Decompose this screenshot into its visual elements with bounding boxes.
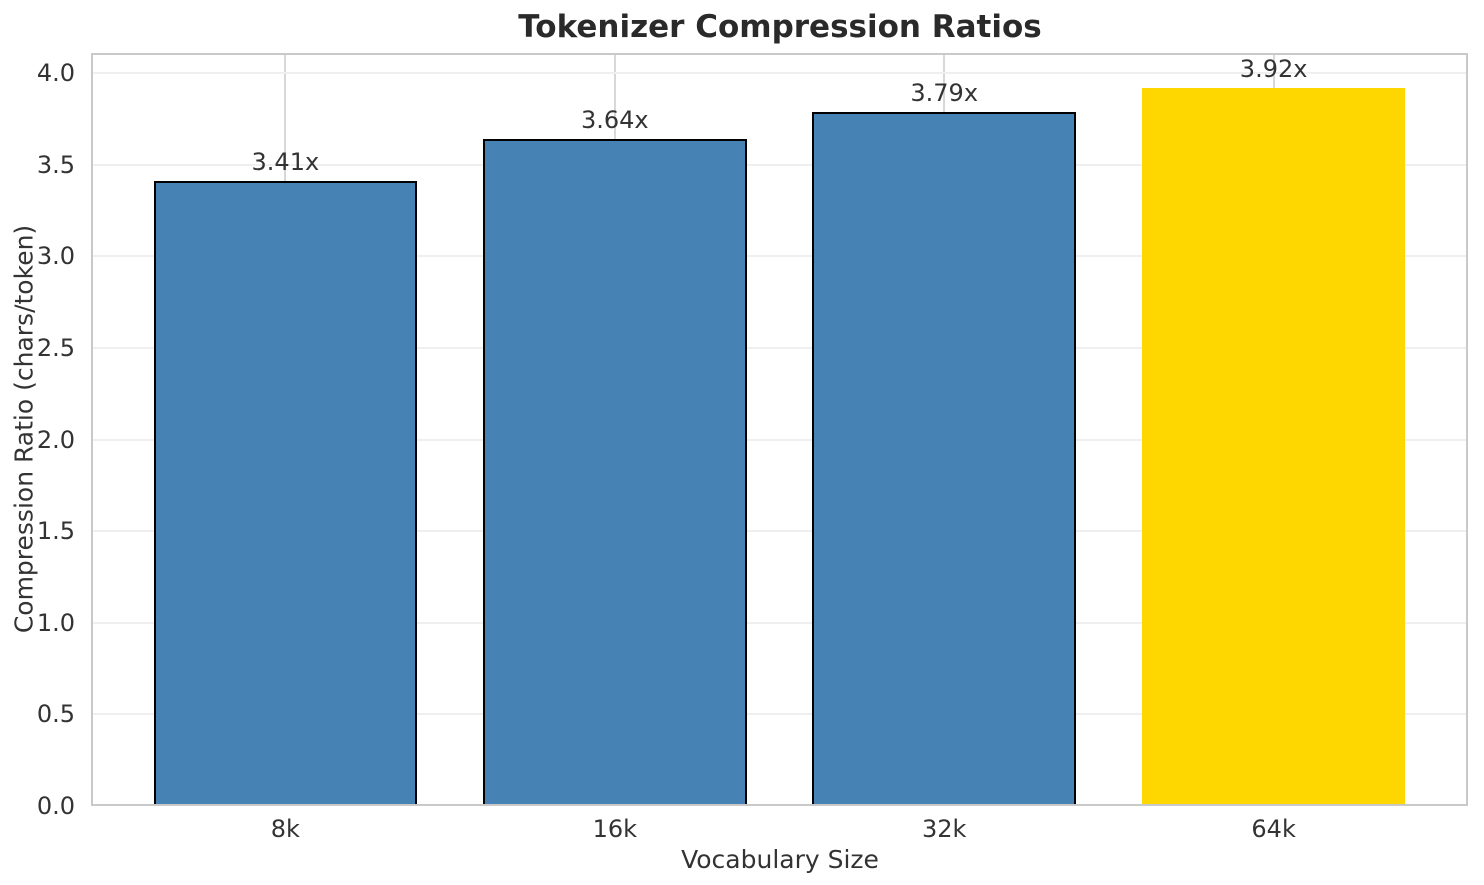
- x-tick-label-64k: 64k: [1251, 815, 1296, 843]
- y-tick-label: 0.0: [36, 792, 75, 820]
- chart-title: Tokenizer Compression Ratios: [518, 9, 1042, 45]
- x-tick-label-8k: 8k: [270, 815, 300, 843]
- y-tick-label: 0.5: [36, 700, 75, 729]
- y-tick-label: 3.5: [36, 150, 75, 179]
- x-tick-label-16k: 16k: [592, 815, 637, 843]
- bar-value-label-8k: 3.41x: [251, 148, 320, 177]
- bar-32k: [812, 111, 1076, 806]
- gridline-horizontal: [91, 530, 1468, 533]
- plot-area: 3.41x 3.64x 3.79x 3.92x: [91, 53, 1468, 806]
- x-axis-ticks: 8k 16k 32k 64k: [91, 814, 1468, 846]
- y-tick-label: 1.5: [36, 517, 75, 546]
- gridline-horizontal: [91, 72, 1468, 75]
- gridline-horizontal: [91, 438, 1468, 441]
- gridline-horizontal: [91, 621, 1468, 624]
- bar-8k: [153, 181, 418, 806]
- y-tick-label: 4.0: [36, 59, 75, 88]
- bar-value-label-64k: 3.92x: [1239, 54, 1308, 83]
- y-tick-label: 3.0: [36, 242, 75, 271]
- y-tick-label: 2.5: [36, 333, 75, 362]
- gridline-horizontal: [91, 163, 1468, 166]
- bar-value-label-32k: 3.79x: [910, 78, 979, 107]
- y-tick-label: 1.0: [36, 608, 75, 637]
- gridline-horizontal: [91, 713, 1468, 716]
- y-axis-ticks: 0.0 0.5 1.0 1.5 2.0 2.5 3.0 3.5 4.0: [0, 53, 83, 820]
- gridline-horizontal: [91, 346, 1468, 349]
- bar-value-label-16k: 3.64x: [580, 106, 649, 135]
- x-axis-label: Vocabulary Size: [681, 845, 879, 874]
- bar-64k: [1141, 87, 1406, 806]
- x-tick-label-32k: 32k: [921, 815, 967, 843]
- y-tick-label: 2.0: [36, 425, 75, 454]
- gridline-horizontal: [91, 255, 1468, 258]
- bar-16k: [483, 139, 747, 806]
